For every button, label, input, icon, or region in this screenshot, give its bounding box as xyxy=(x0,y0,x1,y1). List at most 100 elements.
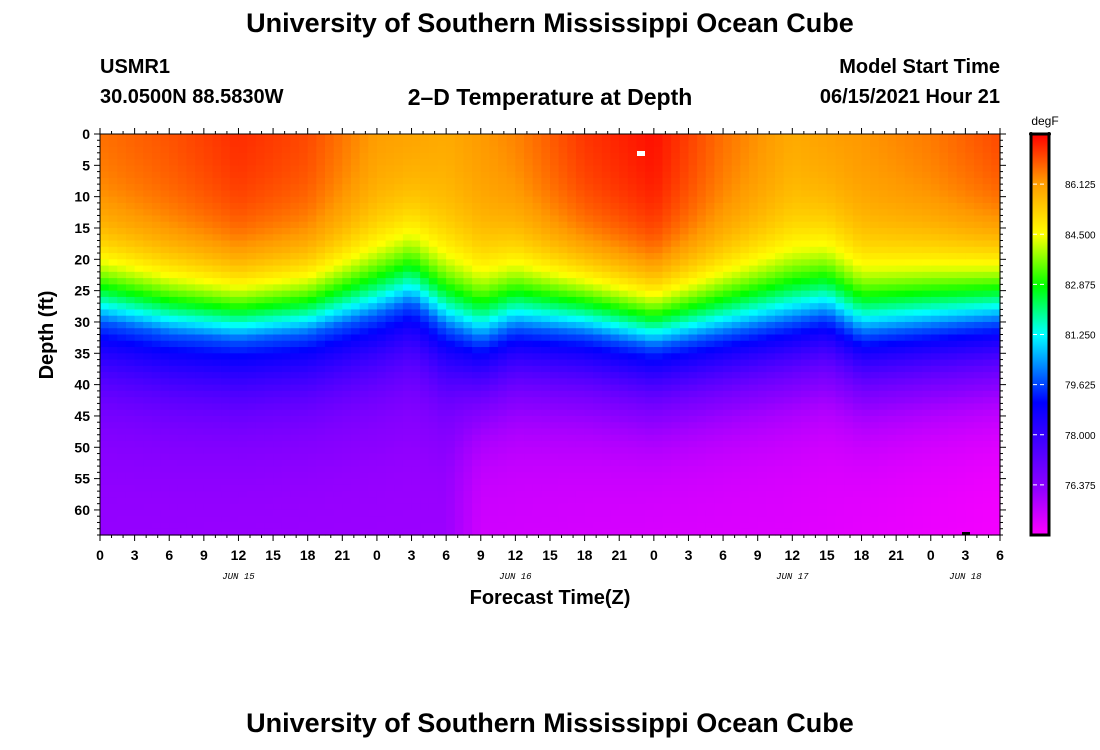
heatmap-cell xyxy=(749,321,759,329)
heatmap-cell xyxy=(212,528,222,536)
heatmap-cell xyxy=(325,215,335,223)
heatmap-cell xyxy=(394,246,404,254)
heatmap-cell xyxy=(160,209,170,217)
heatmap-cell xyxy=(420,240,430,248)
heatmap-cell xyxy=(169,503,179,511)
heatmap-cell xyxy=(532,516,542,524)
heatmap-cell xyxy=(177,165,188,173)
heatmap-cell xyxy=(627,372,638,379)
heatmap-cell xyxy=(376,221,387,229)
heatmap-cell xyxy=(307,365,317,373)
heatmap-cell xyxy=(532,234,542,242)
heatmap-cell xyxy=(524,165,534,173)
heatmap-cell xyxy=(281,146,291,154)
heatmap-cell xyxy=(671,453,681,461)
heatmap-cell xyxy=(610,497,620,505)
heatmap-cell xyxy=(100,491,110,499)
heatmap-cell xyxy=(757,196,767,204)
heatmap-cell xyxy=(463,152,473,160)
heatmap-cell xyxy=(238,434,248,442)
heatmap-cell xyxy=(151,522,162,530)
heatmap-cell xyxy=(757,209,767,217)
heatmap-cell xyxy=(169,365,179,373)
heatmap-cell xyxy=(177,397,188,405)
heatmap-cell xyxy=(567,347,577,354)
heatmap-cell xyxy=(446,202,456,210)
heatmap-cell xyxy=(125,466,136,473)
heatmap-cell xyxy=(463,215,473,223)
heatmap-cell xyxy=(359,466,369,473)
heatmap-cell xyxy=(221,428,231,436)
heatmap-cell xyxy=(489,459,499,467)
heatmap-cell xyxy=(273,296,283,304)
heatmap-cell xyxy=(160,278,170,285)
heatmap-cell xyxy=(472,177,482,185)
heatmap-cell xyxy=(454,403,465,411)
heatmap-cell xyxy=(575,466,586,473)
heatmap-cell xyxy=(619,328,629,336)
heatmap-cell xyxy=(688,528,698,536)
heatmap-cell xyxy=(125,303,136,311)
heatmap-cell xyxy=(645,227,655,235)
heatmap-cell xyxy=(125,171,136,179)
heatmap-cell xyxy=(463,278,473,285)
heatmap-cell xyxy=(238,177,248,185)
heatmap-cell xyxy=(472,202,482,210)
heatmap-cell xyxy=(575,365,586,373)
heatmap-cell xyxy=(108,434,118,442)
heatmap-cell xyxy=(593,516,603,524)
heatmap-cell xyxy=(619,478,629,486)
heatmap-cell xyxy=(705,390,716,398)
heatmap-cell xyxy=(238,528,248,536)
heatmap-cell xyxy=(524,227,534,235)
heatmap-cell xyxy=(567,459,577,467)
heatmap-cell xyxy=(325,434,335,442)
heatmap-cell xyxy=(281,516,291,524)
heatmap-cell xyxy=(203,484,214,492)
heatmap-cell xyxy=(100,227,110,235)
heatmap-cell xyxy=(705,215,716,223)
heatmap-cell xyxy=(134,196,144,204)
heatmap-cell xyxy=(100,478,110,486)
heatmap-cell xyxy=(584,159,594,166)
heatmap-cell xyxy=(671,403,681,411)
heatmap-cell xyxy=(567,359,577,367)
heatmap-cell xyxy=(350,265,361,273)
heatmap-cell xyxy=(731,240,741,248)
heatmap-cell xyxy=(584,466,594,473)
heatmap-cell xyxy=(290,422,300,430)
heatmap-cell xyxy=(238,159,248,166)
heatmap-cell xyxy=(593,309,603,317)
heatmap-cell xyxy=(446,434,456,442)
heatmap-cell xyxy=(229,284,240,292)
heatmap-cell xyxy=(238,459,248,467)
heatmap-cell xyxy=(299,397,309,405)
heatmap-cell xyxy=(454,441,465,448)
heatmap-cell xyxy=(247,190,257,198)
heatmap-cell xyxy=(714,522,724,530)
heatmap-cell xyxy=(636,472,646,480)
heatmap-cell xyxy=(195,434,205,442)
heatmap-cell xyxy=(662,240,672,248)
heatmap-cell xyxy=(368,447,378,455)
heatmap-cell xyxy=(550,497,560,505)
heatmap-cell xyxy=(325,184,335,191)
heatmap-cell xyxy=(273,359,283,367)
heatmap-cell xyxy=(593,234,603,242)
heatmap-cell xyxy=(281,152,291,160)
heatmap-cell xyxy=(143,466,153,473)
heatmap-cell xyxy=(402,434,413,442)
heatmap-cell xyxy=(437,259,447,267)
heatmap-cell xyxy=(186,271,196,279)
heatmap-cell xyxy=(151,278,162,285)
heatmap-cell xyxy=(506,441,516,448)
heatmap-cell xyxy=(662,472,672,480)
heatmap-cell xyxy=(688,140,698,148)
heatmap-cell xyxy=(627,152,638,160)
heatmap-cell xyxy=(169,415,179,423)
heatmap-cell xyxy=(420,340,430,348)
heatmap-cell xyxy=(169,315,179,323)
heatmap-cell xyxy=(662,372,672,379)
heatmap-cell xyxy=(325,372,335,379)
heatmap-cell xyxy=(584,472,594,480)
